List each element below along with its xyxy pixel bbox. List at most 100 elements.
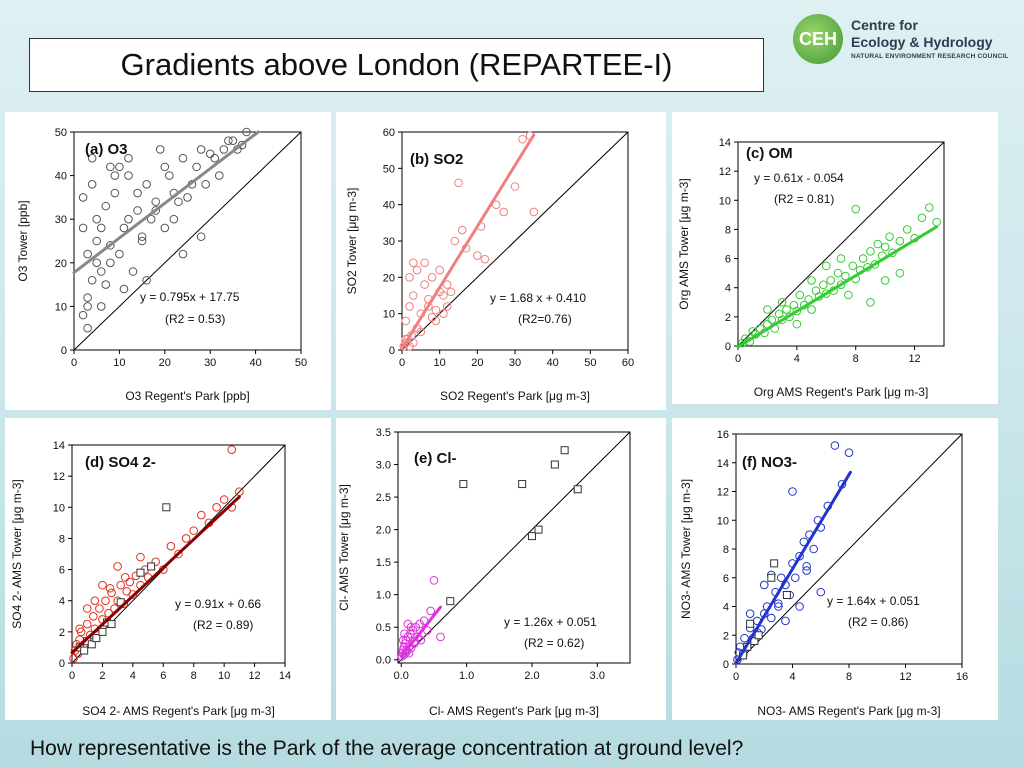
data-point	[917, 213, 927, 223]
data-point	[431, 305, 441, 315]
x-tick-label: 4	[130, 670, 136, 682]
y-tick-label: 3.0	[376, 460, 391, 472]
data-point	[870, 260, 880, 269]
data-point-square	[782, 591, 791, 599]
chart-title: (f) NO3-	[742, 454, 797, 471]
data-point	[795, 602, 804, 611]
data-point	[192, 162, 201, 172]
data-point	[426, 606, 435, 616]
data-point	[205, 149, 215, 159]
data-point-square	[746, 619, 755, 628]
data-point	[196, 232, 206, 241]
x-axis-label: NO3- AMS Regent's Park [μg m-3]	[757, 704, 940, 718]
x-tick-label: 4	[794, 353, 800, 365]
x-tick-label: 6	[160, 670, 166, 682]
panel-c-om: 0 4 8 12 0 2 4 6 8 10 12 14 (c) OM y = 0.61x - 0.054 (…	[672, 112, 998, 404]
plot-frame	[73, 131, 302, 351]
x-tick-label: 14	[279, 670, 291, 682]
data-point-square	[573, 485, 582, 494]
r-squared: (R2 = 0.86)	[848, 615, 908, 629]
data-point	[87, 180, 97, 189]
data-point-square	[518, 480, 527, 489]
regression-line	[736, 225, 939, 349]
plot-frame	[71, 444, 286, 664]
data-point	[885, 232, 894, 242]
x-tick-label: 0	[735, 353, 741, 365]
regression-line	[72, 130, 260, 275]
x-axis-label: Cl- AMS Regent's Park [μg m-3]	[429, 704, 599, 718]
y-tick-label: 16	[717, 429, 729, 441]
data-point	[763, 305, 772, 314]
data-point	[409, 291, 418, 300]
data-point	[442, 280, 452, 289]
data-point	[133, 188, 142, 198]
data-point	[442, 302, 452, 311]
data-point	[400, 629, 409, 639]
data-point-square	[459, 480, 468, 489]
chart-e: 0.0 1.0 2.0 3.0 0.0 0.5 1.0 1.5 2.0 2.5 3.0 3.5 (e) …	[337, 427, 631, 718]
fit-equation: y = 0.61x - 0.054	[754, 171, 844, 185]
x-tick-label: 10	[218, 670, 230, 682]
r-squared: (R2 = 0.62)	[524, 636, 584, 650]
data-point	[124, 171, 133, 180]
y-tick-label: 8	[725, 224, 731, 236]
data-point-square	[550, 460, 559, 469]
data-point	[106, 258, 115, 268]
data-point	[406, 622, 416, 632]
data-point	[788, 487, 797, 496]
data-point	[795, 290, 805, 300]
y-tick-label: 12	[717, 487, 729, 499]
x-tick-label: 4	[789, 671, 795, 683]
y-tick-label: 10	[719, 195, 731, 207]
data-point	[819, 280, 828, 290]
data-point	[101, 280, 111, 289]
chart-title: (e) Cl-	[414, 450, 457, 467]
data-point	[110, 188, 120, 198]
data-point	[774, 602, 783, 611]
regression-line	[400, 133, 536, 351]
data-point	[95, 604, 104, 613]
data-point	[405, 273, 414, 282]
data-point	[424, 302, 433, 311]
one-to-one-line	[737, 141, 945, 347]
data-point	[420, 258, 429, 268]
data-point	[214, 171, 224, 180]
data-point	[212, 502, 221, 512]
x-tick-label: 20	[159, 357, 171, 369]
data-point	[880, 276, 890, 285]
data-point	[791, 573, 800, 583]
data-point	[454, 178, 463, 188]
data-point	[124, 214, 133, 224]
data-point	[142, 275, 151, 285]
y-tick-label: 12	[53, 471, 65, 483]
data-point	[105, 583, 115, 593]
data-point	[210, 153, 220, 163]
data-point	[895, 268, 905, 278]
chart-a: 0 10 20 30 40 50 0 10 20 30 40 50 (a) O3 y = 0.795x +…	[16, 127, 307, 403]
y-tick-label: 0	[725, 341, 731, 353]
data-point	[436, 632, 445, 642]
y-axis-label: SO4 2- AMS Tower [μg m-3]	[10, 479, 24, 628]
data-point	[499, 207, 508, 217]
y-tick-label: 0	[59, 658, 65, 670]
data-point	[409, 338, 418, 348]
y-tick-label: 4	[723, 602, 729, 614]
data-point	[110, 171, 120, 180]
data-point	[83, 293, 92, 302]
data-point	[858, 254, 868, 263]
data-point	[181, 534, 191, 543]
data-point	[120, 573, 130, 582]
x-tick-label: 30	[204, 357, 216, 369]
data-point	[529, 207, 539, 217]
chart-c: 0 4 8 12 0 2 4 6 8 10 12 14 (c) OM y = 0.61x - 0.054 (…	[677, 137, 945, 399]
data-point	[777, 315, 787, 325]
data-point-square	[534, 525, 543, 534]
x-tick-label: 12	[908, 353, 920, 365]
data-point	[96, 267, 106, 276]
y-tick-label: 20	[55, 258, 67, 270]
data-point	[89, 611, 98, 621]
data-point	[740, 633, 749, 643]
data-point	[844, 290, 853, 300]
fit-equation: y = 1.64x + 0.051	[827, 594, 920, 608]
x-tick-label: 10	[434, 357, 446, 369]
